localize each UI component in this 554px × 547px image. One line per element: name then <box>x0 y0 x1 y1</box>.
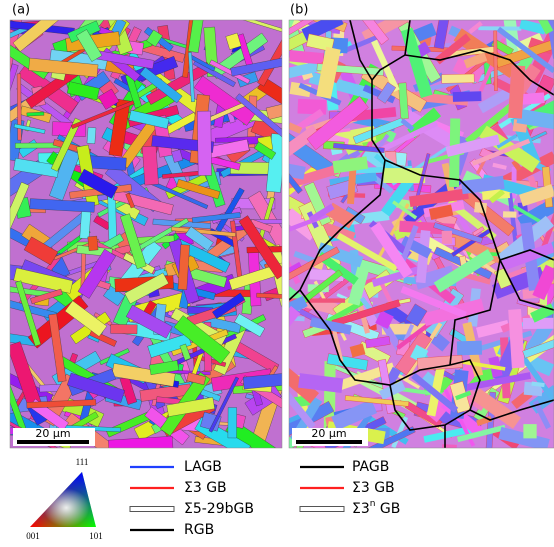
grain <box>88 236 98 251</box>
ipf-triangle: 111 001 101 <box>26 457 103 541</box>
legend-line <box>130 507 174 512</box>
legend-text: Σ3 GB <box>184 480 227 496</box>
grain <box>228 407 237 437</box>
grain <box>87 127 96 143</box>
panel-label: (b) <box>290 3 308 18</box>
legend-label: Σ5-29bGB <box>184 501 254 517</box>
grain <box>197 111 211 176</box>
legend-text: LAGB <box>184 459 222 475</box>
grain <box>442 74 475 83</box>
legend-label: Σ3n GB <box>352 499 400 518</box>
legend-label: LAGB <box>184 459 222 475</box>
grain <box>442 231 452 244</box>
grain <box>142 146 158 185</box>
ipf-label: 111 <box>76 457 89 467</box>
grain <box>523 424 536 438</box>
legend-text: Σ3 <box>352 501 370 517</box>
scale-bar: 20 μm <box>292 427 368 446</box>
panel-label: (a) <box>12 3 30 18</box>
legend-text: RGB <box>184 522 214 538</box>
grain <box>17 74 21 140</box>
scale-bar-label: 20 μm <box>35 427 70 440</box>
grain <box>27 112 44 116</box>
figure: (a) (b) 20 μm 20 μm 111 001 101 LAGB Σ3 G… <box>0 0 554 547</box>
legend-label: RGB <box>184 522 214 538</box>
grain <box>383 168 425 183</box>
grain <box>493 31 497 91</box>
grain <box>111 324 138 334</box>
scale-bar-label: 20 μm <box>311 427 346 440</box>
legend-text: Σ5-29bGB <box>184 501 254 517</box>
legend-label: PAGB <box>352 459 389 475</box>
ebsd-map-b <box>254 0 554 470</box>
legend-label: Σ3 GB <box>184 480 227 496</box>
ipf-label: 101 <box>89 531 103 541</box>
ebsd-map-a <box>0 0 310 466</box>
legend-text: PAGB <box>352 459 389 475</box>
grain <box>457 341 482 356</box>
grain <box>89 156 126 171</box>
legend-suffix: GB <box>375 501 400 517</box>
legend-text: Σ3 GB <box>352 480 395 496</box>
legend-label: Σ3 GB <box>352 480 395 496</box>
grain <box>503 211 516 217</box>
scale-bar: 20 μm <box>13 427 95 446</box>
legend-line <box>300 507 344 512</box>
ipf-label: 001 <box>26 531 40 541</box>
grain <box>453 91 482 102</box>
